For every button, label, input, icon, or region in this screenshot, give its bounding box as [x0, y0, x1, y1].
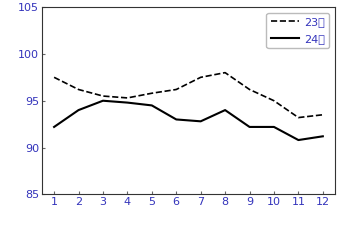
23年	[296, 116, 300, 119]
24年	[150, 104, 154, 107]
24年	[321, 135, 325, 138]
24年	[174, 118, 178, 121]
23年	[247, 88, 252, 91]
24年	[125, 101, 129, 104]
24年	[199, 120, 203, 123]
23年	[321, 113, 325, 116]
Legend: 23年, 24年: 23年, 24年	[266, 13, 329, 48]
24年	[52, 126, 56, 128]
24年	[247, 126, 252, 128]
Line: 24年: 24年	[54, 101, 323, 140]
23年	[174, 88, 178, 91]
23年	[101, 95, 105, 97]
23年	[52, 76, 56, 79]
24年	[101, 99, 105, 102]
23年	[125, 96, 129, 99]
23年	[223, 71, 227, 74]
23年	[150, 92, 154, 95]
Line: 23年: 23年	[54, 73, 323, 118]
23年	[272, 99, 276, 102]
24年	[272, 126, 276, 128]
23年	[199, 76, 203, 79]
23年	[76, 88, 81, 91]
24年	[76, 109, 81, 112]
24年	[223, 109, 227, 112]
24年	[296, 139, 300, 141]
